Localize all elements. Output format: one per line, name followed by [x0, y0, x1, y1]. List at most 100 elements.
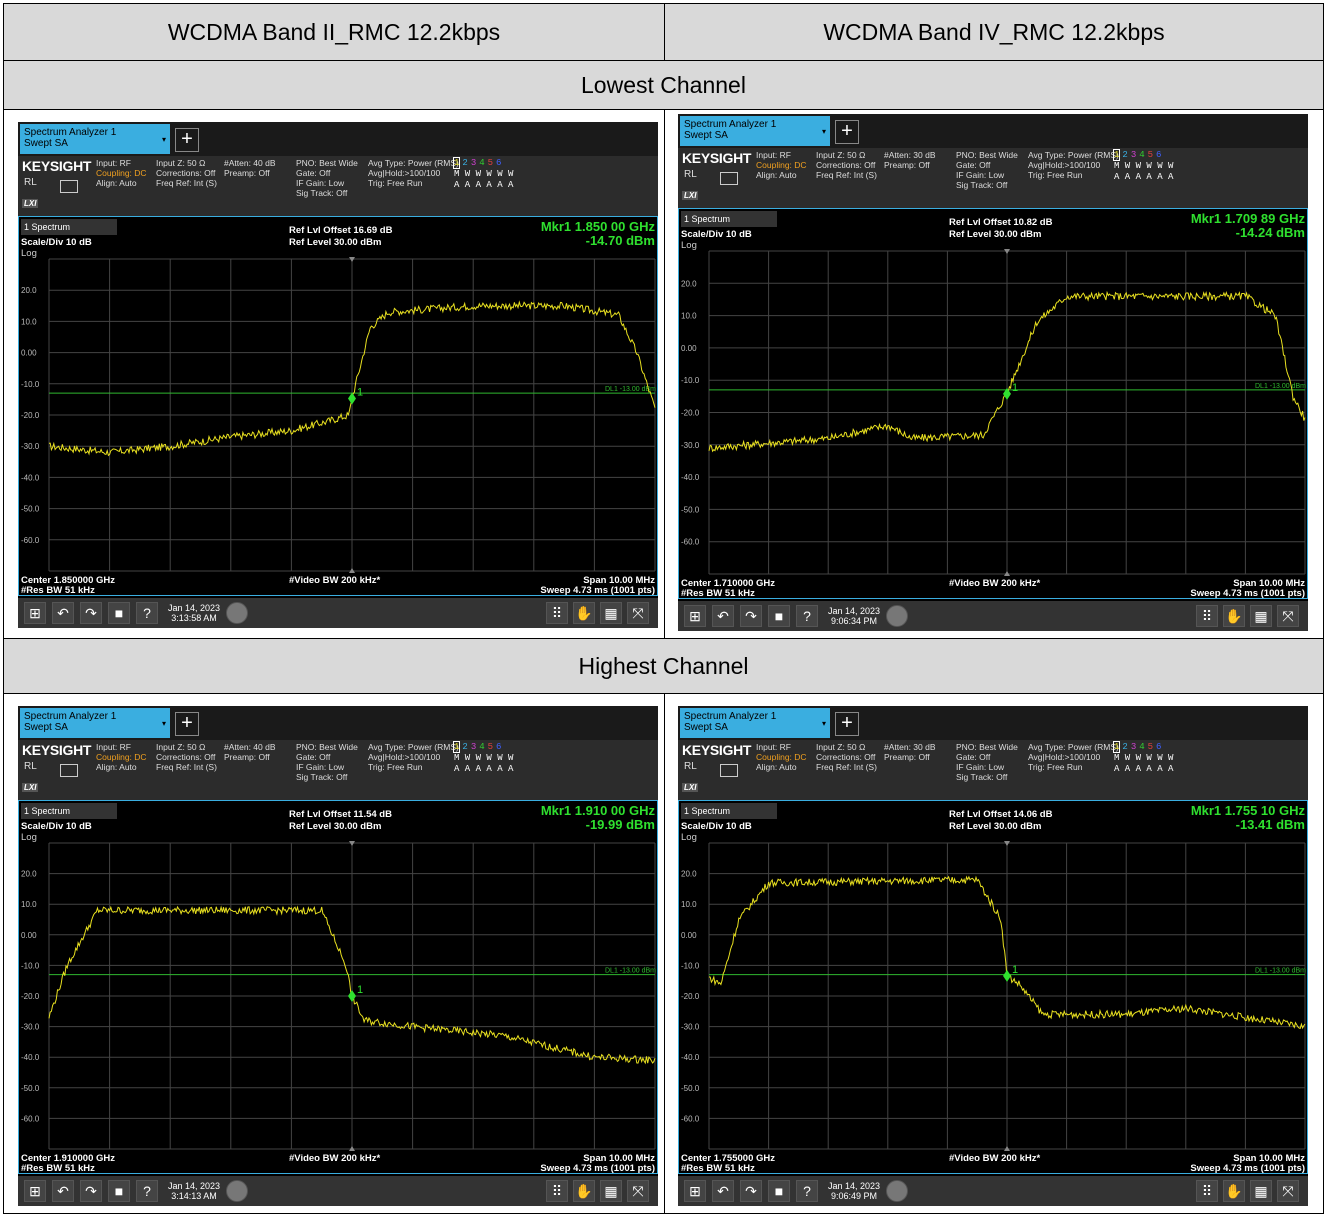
marker-amplitude: -13.41 dBm	[1235, 817, 1305, 832]
time-text: 9:06:34 PM	[831, 616, 878, 626]
help-icon[interactable]: ?	[136, 602, 158, 624]
y-tick-label: -10.0	[21, 380, 40, 389]
y-tick-label: -60.0	[21, 536, 40, 545]
touch-icon[interactable]: ✋	[1223, 605, 1245, 627]
undo-icon[interactable]: ↶	[712, 605, 734, 627]
fullscreen-icon[interactable]: ⤧	[1277, 605, 1299, 627]
date-text: Jan 14, 2023	[168, 1181, 221, 1191]
row-highest-text: Highest Channel	[578, 652, 749, 679]
rl-indicator: RL	[24, 177, 37, 188]
settings-group: Input Z: 50 Ω Corrections: Off Freq Ref: I…	[156, 158, 217, 188]
undo-icon[interactable]: ↶	[712, 1180, 734, 1202]
add-window-button[interactable]: +	[175, 712, 199, 736]
layout-icon[interactable]: ▦	[1250, 1180, 1272, 1202]
undo-icon[interactable]: ↶	[52, 1180, 74, 1202]
keyboard-icon[interactable]	[226, 602, 248, 624]
layout-icon[interactable]: ▦	[600, 602, 622, 624]
help-icon[interactable]: ?	[796, 1180, 818, 1202]
log-label: Log	[21, 248, 37, 259]
fullscreen-icon[interactable]: ⤧	[1277, 1180, 1299, 1202]
span-label: Span 10.00 MHz	[1233, 578, 1305, 589]
add-window-button[interactable]: +	[835, 120, 859, 144]
layout-icon[interactable]: ▦	[1250, 605, 1272, 627]
windows-icon[interactable]: ⊞	[684, 1180, 706, 1202]
add-window-button[interactable]: +	[835, 712, 859, 736]
y-tick-label: 20.0	[681, 870, 697, 879]
trace-number: 4	[1139, 150, 1145, 160]
keyboard-icon[interactable]	[226, 1180, 248, 1202]
y-tick-label: 0.00	[681, 931, 697, 940]
y-tick-label: 10.0	[681, 900, 697, 909]
help-icon[interactable]: ?	[136, 1180, 158, 1202]
touch-icon[interactable]: ✋	[1223, 1180, 1245, 1202]
keyboard-icon[interactable]	[886, 1180, 908, 1202]
touch-icon[interactable]: ✋	[573, 1180, 595, 1202]
trace-number: 4	[1139, 742, 1145, 752]
fullscreen-icon[interactable]: ⤧	[627, 602, 649, 624]
trace-types: M W W W W W	[1114, 753, 1174, 763]
trace-number: 1	[452, 741, 461, 753]
file-icon[interactable]: ■	[768, 605, 790, 627]
keysight-logo: KEYSIGHT	[22, 742, 92, 758]
screen-icon[interactable]	[60, 764, 78, 777]
file-icon[interactable]: ■	[108, 1180, 130, 1202]
layout-icon[interactable]: ▦	[600, 1180, 622, 1202]
window-tab[interactable]: Spectrum Analyzer 1 Swept SA ▾	[680, 708, 830, 738]
trace-types: M W W W W W	[454, 169, 514, 179]
grid-icon[interactable]: ⠿	[546, 602, 568, 624]
trace-number: 5	[487, 158, 494, 168]
y-tick-label: -20.0	[681, 992, 700, 1001]
windows-icon[interactable]: ⊞	[24, 602, 46, 624]
taskbar: ⊞ ↶ ↷ ■? Jan 14, 2023 9:06:49 PM ⠿ ✋ ▦ ⤧	[678, 1176, 1308, 1206]
grid-icon[interactable]: ⠿	[1196, 1180, 1218, 1202]
add-window-button[interactable]: +	[175, 128, 199, 152]
taskbar: ⊞ ↶ ↷ ■? Jan 14, 2023 3:13:58 AM ⠿ ✋ ▦ ⤧	[18, 598, 658, 628]
setting-text: PNO: Best Wide	[956, 150, 1018, 160]
windows-icon[interactable]: ⊞	[24, 1180, 46, 1202]
window-selector[interactable]: 1 Spectrum	[681, 803, 777, 819]
setting-text: Input Z: 50 Ω	[156, 742, 206, 752]
lxi-icon: LXI	[682, 191, 699, 200]
video-bandwidth: #Video BW 200 kHz*	[289, 575, 381, 586]
window-selector[interactable]: 1 Spectrum	[21, 803, 117, 819]
window-title: Spectrum Analyzer 1	[24, 711, 117, 722]
redo-icon[interactable]: ↷	[80, 1180, 102, 1202]
file-icon[interactable]: ■	[768, 1180, 790, 1202]
touch-icon[interactable]: ✋	[573, 602, 595, 624]
undo-icon[interactable]: ↶	[52, 602, 74, 624]
setting-text: Sig Track: Off	[956, 772, 1008, 782]
grid-icon[interactable]: ⠿	[1196, 605, 1218, 627]
date-text: Jan 14, 2023	[828, 606, 881, 616]
window-tab[interactable]: Spectrum Analyzer 1 Swept SA ▾	[20, 124, 170, 154]
window-selector[interactable]: 1 Spectrum	[21, 219, 117, 235]
taskbar: ⊞ ↶ ↷ ■? Jan 14, 2023 9:06:34 PM ⠿ ✋ ▦ ⤧	[678, 601, 1308, 631]
screen-icon[interactable]	[720, 764, 738, 777]
window-selector[interactable]: 1 Spectrum	[681, 211, 777, 227]
setting-text: Input: RF	[756, 742, 791, 752]
windows-icon[interactable]: ⊞	[684, 605, 706, 627]
redo-icon[interactable]: ↷	[740, 605, 762, 627]
screen-icon[interactable]	[720, 172, 738, 185]
settings-group: PNO: Best Wide Gate: Off IF Gain: Low Sig T…	[956, 742, 1018, 782]
file-icon[interactable]: ■	[108, 602, 130, 624]
resolution-bandwidth: #Res BW 51 kHz	[21, 585, 95, 596]
marker-number: 1	[357, 386, 363, 398]
date-time: Jan 14, 2023 9:06:49 PM	[828, 1181, 880, 1201]
screen-icon[interactable]	[60, 180, 78, 193]
y-tick-label: -40.0	[681, 473, 700, 482]
redo-icon[interactable]: ↷	[740, 1180, 762, 1202]
fullscreen-icon[interactable]: ⤧	[627, 1180, 649, 1202]
window-tab[interactable]: Spectrum Analyzer 1 Swept SA ▾	[680, 116, 830, 146]
spectrum-analyzer-screen: Spectrum Analyzer 1 Swept SA ▾ + KEYSIGHT RL L…	[18, 122, 658, 628]
keyboard-icon[interactable]	[886, 605, 908, 627]
grid-icon[interactable]: ⠿	[546, 1180, 568, 1202]
window-tab[interactable]: Spectrum Analyzer 1 Swept SA ▾	[20, 708, 170, 738]
spectrum-window: 1 Spectrum Scale/Div 10 dB Log Ref Lvl Offs…	[678, 208, 1308, 599]
help-icon[interactable]: ?	[796, 605, 818, 627]
redo-icon[interactable]: ↷	[80, 602, 102, 624]
